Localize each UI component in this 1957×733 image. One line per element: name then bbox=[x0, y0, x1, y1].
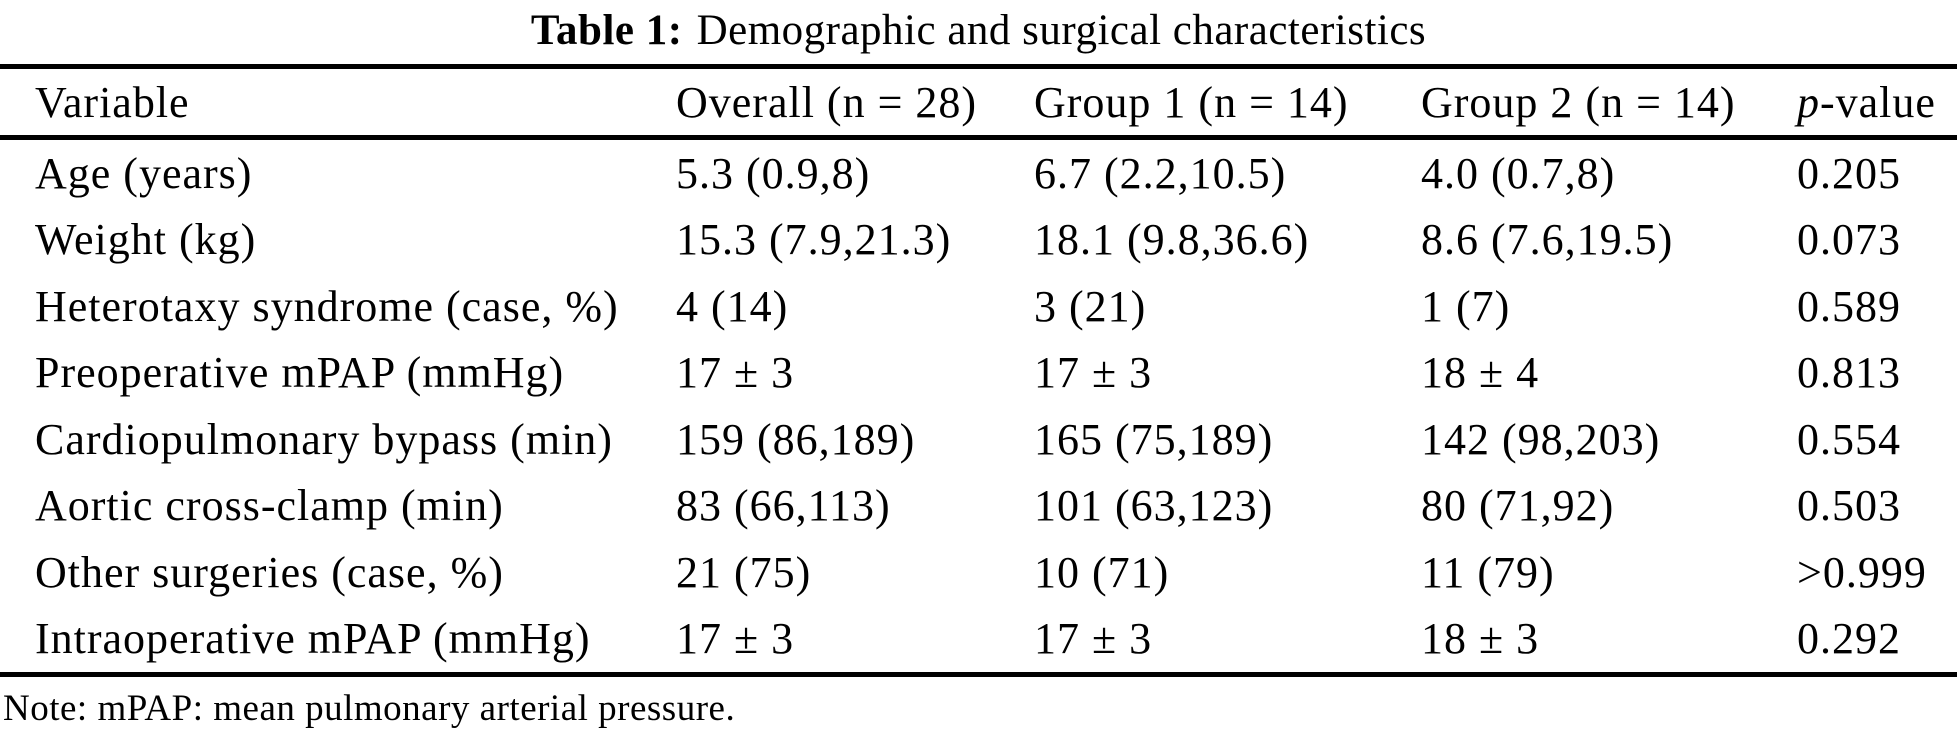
table-row: Heterotaxy syndrome (case, %) 4 (14) 3 (… bbox=[0, 273, 1957, 340]
table-bottom-rule bbox=[0, 672, 1957, 677]
table-row: Intraoperative mPAP (mmHg) 17 ± 3 17 ± 3… bbox=[0, 606, 1957, 673]
table-caption-text: Demographic and surgical characteristics bbox=[696, 7, 1427, 54]
cell-group1: 6.7 (2.2,10.5) bbox=[1034, 148, 1287, 198]
cell-overall: 17 ± 3 bbox=[676, 348, 795, 398]
cell-group2: 8.6 (7.6,19.5) bbox=[1421, 215, 1674, 265]
cell-overall: 4 (14) bbox=[676, 281, 789, 331]
cell-group2: 4.0 (0.7,8) bbox=[1421, 148, 1616, 198]
cell-variable: Cardiopulmonary bypass (min) bbox=[35, 414, 613, 464]
pvalue-rest: -value bbox=[1820, 77, 1936, 127]
cell-overall: 5.3 (0.9,8) bbox=[676, 148, 871, 198]
cell-pvalue: 0.813 bbox=[1797, 348, 1901, 398]
cell-group1: 101 (63,123) bbox=[1034, 481, 1274, 531]
cell-group2: 80 (71,92) bbox=[1421, 481, 1615, 531]
column-header-pvalue: p-value bbox=[1797, 77, 1957, 128]
cell-overall: 21 (75) bbox=[676, 547, 812, 597]
cell-variable: Other surgeries (case, %) bbox=[35, 547, 504, 597]
cell-variable: Age (years) bbox=[35, 148, 253, 198]
table-row: Weight (kg) 15.3 (7.9,21.3) 18.1 (9.8,36… bbox=[0, 207, 1957, 274]
cell-pvalue: 0.073 bbox=[1797, 215, 1901, 265]
cell-group1: 17 ± 3 bbox=[1034, 348, 1153, 398]
table-body: Age (years) 5.3 (0.9,8) 6.7 (2.2,10.5) 4… bbox=[0, 140, 1957, 672]
cell-overall: 83 (66,113) bbox=[676, 481, 891, 531]
table-row: Age (years) 5.3 (0.9,8) 6.7 (2.2,10.5) 4… bbox=[0, 140, 1957, 207]
table-header-row: Variable Overall (n = 28) Group 1 (n = 1… bbox=[0, 69, 1957, 135]
cell-group2: 142 (98,203) bbox=[1421, 414, 1661, 464]
table-row: Preoperative mPAP (mmHg) 17 ± 3 17 ± 3 1… bbox=[0, 340, 1957, 407]
cell-group2: 1 (7) bbox=[1421, 281, 1511, 331]
cell-pvalue: 0.554 bbox=[1797, 414, 1901, 464]
cell-group1: 10 (71) bbox=[1034, 547, 1170, 597]
cell-variable: Weight (kg) bbox=[35, 215, 257, 265]
cell-variable: Preoperative mPAP (mmHg) bbox=[35, 348, 565, 398]
table-top-rule bbox=[0, 64, 1957, 69]
table-row: Aortic cross-clamp (min) 83 (66,113) 101… bbox=[0, 473, 1957, 540]
cell-group2: 18 ± 3 bbox=[1421, 614, 1540, 664]
cell-overall: 17 ± 3 bbox=[676, 614, 795, 664]
cell-variable: Intraoperative mPAP (mmHg) bbox=[35, 614, 591, 664]
cell-pvalue: 0.292 bbox=[1797, 614, 1901, 664]
cell-overall: 15.3 (7.9,21.3) bbox=[676, 215, 952, 265]
cell-group1: 17 ± 3 bbox=[1034, 614, 1153, 664]
cell-variable: Aortic cross-clamp (min) bbox=[35, 481, 504, 531]
cell-variable: Heterotaxy syndrome (case, %) bbox=[35, 281, 619, 331]
table-footnote: Note: mPAP: mean pulmonary arterial pres… bbox=[3, 688, 736, 729]
cell-pvalue: 0.205 bbox=[1797, 148, 1901, 198]
cell-pvalue: >0.999 bbox=[1797, 547, 1927, 597]
cell-pvalue: 0.503 bbox=[1797, 481, 1901, 531]
column-header-overall: Overall (n = 28) bbox=[676, 77, 978, 127]
table-header-rule bbox=[0, 135, 1957, 140]
cell-group1: 3 (21) bbox=[1034, 281, 1147, 331]
cell-group2: 18 ± 4 bbox=[1421, 348, 1540, 398]
column-header-group2: Group 2 (n = 14) bbox=[1421, 77, 1736, 127]
cell-group2: 11 (79) bbox=[1421, 547, 1555, 597]
cell-overall: 159 (86,189) bbox=[676, 414, 916, 464]
cell-pvalue: 0.589 bbox=[1797, 281, 1901, 331]
table-caption-label: Table 1: bbox=[530, 7, 683, 54]
cell-group1: 18.1 (9.8,36.6) bbox=[1034, 215, 1310, 265]
cell-group1: 165 (75,189) bbox=[1034, 414, 1274, 464]
table-caption: Table 1: Demographic and surgical charac… bbox=[0, 0, 1957, 64]
table-row: Cardiopulmonary bypass (min) 159 (86,189… bbox=[0, 406, 1957, 473]
table-row: Other surgeries (case, %) 21 (75) 10 (71… bbox=[0, 539, 1957, 606]
column-header-variable: Variable bbox=[35, 77, 190, 127]
pvalue-italic-p: p bbox=[1797, 77, 1820, 127]
column-header-group1: Group 1 (n = 14) bbox=[1034, 77, 1349, 127]
